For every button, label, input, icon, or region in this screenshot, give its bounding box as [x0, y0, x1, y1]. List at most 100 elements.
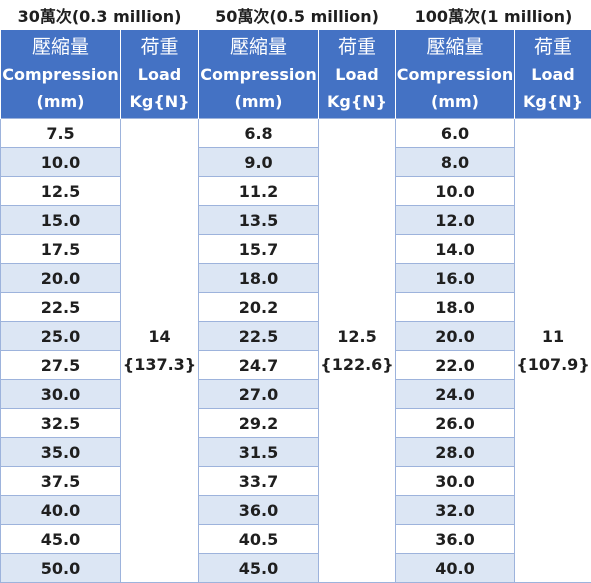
- table-row: 10.0 9.0 8.0: [1, 148, 591, 177]
- group-title-row: 30萬次(0.3 million) 50萬次(0.5 million) 100萬…: [1, 1, 591, 30]
- compression-cell: 9.0: [199, 148, 319, 177]
- compression-cell: 45.0: [199, 554, 319, 583]
- load-header-unit: Kg{N}: [121, 88, 198, 115]
- compression-cell: 15.7: [199, 235, 319, 264]
- table-row: 30.0 27.0 24.0: [1, 380, 591, 409]
- compression-cell: 26.0: [396, 409, 515, 438]
- compression-cell: 13.5: [199, 206, 319, 235]
- table-row: 35.0 31.5 28.0: [1, 438, 591, 467]
- table-row: 45.0 40.5 36.0: [1, 525, 591, 554]
- compression-cell: 17.5: [1, 235, 121, 264]
- compression-header-cjk: 壓縮量: [199, 34, 318, 61]
- load-header-cjk: 荷重: [121, 34, 198, 61]
- compression-header: 壓縮量 Compression (mm): [396, 30, 515, 119]
- load-cell: 11{107.9}: [515, 119, 591, 583]
- compression-cell: 40.5: [199, 525, 319, 554]
- compression-cell: 45.0: [1, 525, 121, 554]
- compression-header-en: Compression: [199, 61, 318, 88]
- compression-cell: 40.0: [1, 496, 121, 525]
- load-newton: {122.6}: [319, 351, 395, 379]
- table-row: 50.0 45.0 40.0: [1, 554, 591, 583]
- load-header-unit: Kg{N}: [515, 88, 591, 115]
- compression-header-en: Compression: [1, 61, 120, 88]
- compression-cell: 22.5: [1, 293, 121, 322]
- compression-cell: 30.0: [1, 380, 121, 409]
- compression-cell: 12.0: [396, 206, 515, 235]
- compression-cell: 27.0: [199, 380, 319, 409]
- compression-cell: 32.5: [1, 409, 121, 438]
- compression-header-unit: (mm): [396, 88, 514, 115]
- table-row: 25.0 22.5 20.0: [1, 322, 591, 351]
- group-title: 50萬次(0.5 million): [199, 1, 396, 30]
- compression-cell: 28.0: [396, 438, 515, 467]
- compression-cell: 6.8: [199, 119, 319, 148]
- load-header-en: Load: [121, 61, 198, 88]
- load-newton: {137.3}: [121, 351, 198, 379]
- compression-cell: 10.0: [396, 177, 515, 206]
- load-cell: 14{137.3}: [121, 119, 199, 583]
- compression-cell: 6.0: [396, 119, 515, 148]
- compression-cell: 10.0: [1, 148, 121, 177]
- load-header-cjk: 荷重: [319, 34, 395, 61]
- compression-header-unit: (mm): [1, 88, 120, 115]
- load-value: 14: [121, 323, 198, 351]
- load-value: 12.5: [319, 323, 395, 351]
- compression-header-cjk: 壓縮量: [1, 34, 120, 61]
- compression-cell: 27.5: [1, 351, 121, 380]
- compression-cell: 50.0: [1, 554, 121, 583]
- compression-cell: 18.0: [199, 264, 319, 293]
- column-header-row: 壓縮量 Compression (mm) 荷重 Load Kg{N} 壓縮量 C…: [1, 30, 591, 119]
- load-header-en: Load: [515, 61, 591, 88]
- load-header: 荷重 Load Kg{N}: [515, 30, 591, 119]
- compression-cell: 20.0: [1, 264, 121, 293]
- compression-cell: 18.0: [396, 293, 515, 322]
- compression-cell: 20.0: [396, 322, 515, 351]
- compression-cell: 11.2: [199, 177, 319, 206]
- group-title: 30萬次(0.3 million): [1, 1, 199, 30]
- compression-cell: 33.7: [199, 467, 319, 496]
- compression-cell: 22.0: [396, 351, 515, 380]
- compression-cell: 20.2: [199, 293, 319, 322]
- compression-cell: 7.5: [1, 119, 121, 148]
- compression-cell: 31.5: [199, 438, 319, 467]
- compression-header-unit: (mm): [199, 88, 318, 115]
- compression-header-cjk: 壓縮量: [396, 34, 514, 61]
- load-header: 荷重 Load Kg{N}: [319, 30, 396, 119]
- compression-cell: 12.5: [1, 177, 121, 206]
- compression-header: 壓縮量 Compression (mm): [1, 30, 121, 119]
- compression-cell: 14.0: [396, 235, 515, 264]
- group-title: 100萬次(1 million): [396, 1, 591, 30]
- compression-cell: 24.7: [199, 351, 319, 380]
- compression-header-en: Compression: [396, 61, 514, 88]
- load-header-cjk: 荷重: [515, 34, 591, 61]
- load-value: 11: [515, 323, 591, 351]
- compression-cell: 15.0: [1, 206, 121, 235]
- compression-cell: 29.2: [199, 409, 319, 438]
- compression-cell: 25.0: [1, 322, 121, 351]
- compression-cell: 35.0: [1, 438, 121, 467]
- compression-cell: 22.5: [199, 322, 319, 351]
- compression-cell: 16.0: [396, 264, 515, 293]
- compression-cell: 37.5: [1, 467, 121, 496]
- load-header: 荷重 Load Kg{N}: [121, 30, 199, 119]
- load-cell: 12.5{122.6}: [319, 119, 396, 583]
- table-row: 15.0 13.5 12.0: [1, 206, 591, 235]
- load-header-unit: Kg{N}: [319, 88, 395, 115]
- load-header-en: Load: [319, 61, 395, 88]
- compression-cell: 36.0: [396, 525, 515, 554]
- compression-cell: 32.0: [396, 496, 515, 525]
- table-row: 20.0 18.0 16.0: [1, 264, 591, 293]
- table-row: 22.5 20.2 18.0: [1, 293, 591, 322]
- compression-cell: 40.0: [396, 554, 515, 583]
- compression-cell: 8.0: [396, 148, 515, 177]
- compression-cell: 24.0: [396, 380, 515, 409]
- table-row: 12.5 11.2 10.0: [1, 177, 591, 206]
- table-row: 17.5 15.7 14.0: [1, 235, 591, 264]
- compression-header: 壓縮量 Compression (mm): [199, 30, 319, 119]
- table-row: 32.5 29.2 26.0: [1, 409, 591, 438]
